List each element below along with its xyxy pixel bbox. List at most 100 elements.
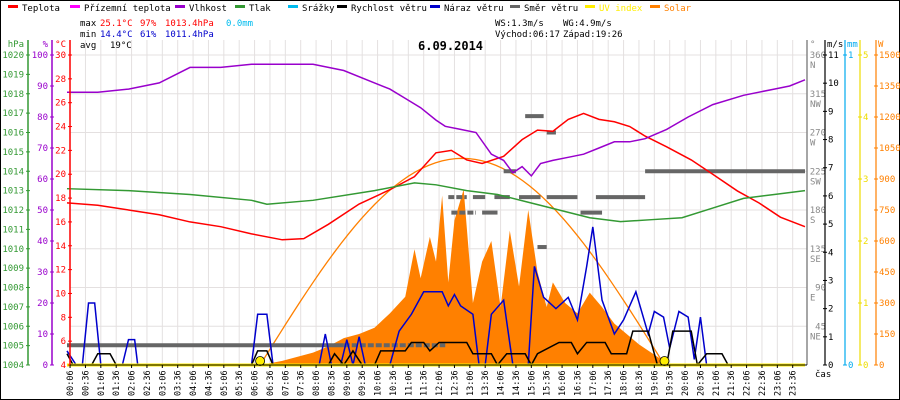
axis-tick-label-ms: 11 xyxy=(828,51,839,61)
axis-tick-label-ms: 9 xyxy=(828,107,833,117)
x-axis-tick-label: 06:36 xyxy=(266,370,276,396)
axis-tick-label-degc: 26 xyxy=(55,99,66,109)
x-axis-tick-label: 18:36 xyxy=(635,370,645,396)
axis-tick-label-hpa: 1008 xyxy=(2,284,24,294)
legend-swatch xyxy=(70,5,80,8)
x-axis-tick-label: 01:36 xyxy=(112,370,122,396)
stat-avg-temp: 19°C xyxy=(110,41,132,51)
axis-tick-label-hpa: 1009 xyxy=(2,264,24,274)
axis-title-ms: m/s xyxy=(827,40,843,50)
axis-tick-label-ms: 3 xyxy=(828,276,833,286)
axis-tick-label-hpa: 1017 xyxy=(2,109,24,119)
axis-tick-label-dir: 135 xyxy=(810,245,826,255)
stat-sunrise: Východ:06:17 xyxy=(495,30,560,40)
axis-tick-label-pct: 40 xyxy=(37,237,48,247)
stats-block: max 25.1°C 97% 1013.4hPa 0.0mm min 14.4°… xyxy=(80,19,623,51)
x-axis-tick-label: 07:36 xyxy=(297,370,307,396)
x-axis-tick-label: 13:36 xyxy=(481,370,491,396)
x-axis-tick-label: 16:06 xyxy=(558,370,568,396)
legend-item-label: Tlak xyxy=(249,4,271,14)
x-axis-tick-label: 19:06 xyxy=(650,370,660,396)
axis-tick-label-compass: SW xyxy=(810,177,821,187)
legend: Teplota Přízemní teplota Vlhkost Tlak Srážky… xyxy=(8,4,692,14)
axis-tick-label-ms: 10 xyxy=(828,79,839,89)
axis-tick-label-compass: N xyxy=(810,61,815,71)
x-axis-tick-label: 03:06 xyxy=(158,370,168,396)
x-axis-tick-label: 12:06 xyxy=(435,370,445,396)
axis-tick-label-hpa: 1013 xyxy=(2,187,24,197)
legend-swatch xyxy=(510,5,520,8)
legend-swatch xyxy=(175,5,185,8)
x-axis-tick-label: 05:06 xyxy=(220,370,230,396)
stat-max-press: 1013.4hPa xyxy=(165,19,214,29)
axis-tick-label-hpa: 1014 xyxy=(2,167,24,177)
axis-tick-label-hpa: 1012 xyxy=(2,206,24,216)
axis-tick-label-w: 150 xyxy=(879,330,895,340)
axis-tick-label-compass: NW xyxy=(810,100,821,110)
x-axis-tick-label: 20:06 xyxy=(681,370,691,396)
axis-tick-label-w: 450 xyxy=(879,268,895,278)
stat-min-label: min xyxy=(80,30,96,40)
axis-tick-label-pct: 70 xyxy=(37,144,48,154)
stat-rain: 0.0mm xyxy=(226,19,253,29)
series-line-rychlost-větru xyxy=(66,330,729,367)
x-axis-tick-label: 07:06 xyxy=(281,370,291,396)
axis-tick-label-compass: E xyxy=(810,294,815,304)
x-axis-tick-label: 17:36 xyxy=(604,370,614,396)
legend-swatch xyxy=(8,5,18,8)
axis-tick-label-ms: 4 xyxy=(828,248,833,258)
x-axis-tick-label: 10:36 xyxy=(389,370,399,396)
axis-tick-label-degc: 8 xyxy=(61,313,66,323)
x-axis-tick-label: 06:06 xyxy=(251,370,261,396)
legend-item-label: Směr větru xyxy=(524,4,578,14)
axis-tick-label-pct: 30 xyxy=(37,268,48,278)
x-axis-tick-label: 15:36 xyxy=(543,370,553,396)
x-axis-tick-label: 19:36 xyxy=(666,370,676,396)
axis-tick-label-ms: 1 xyxy=(828,333,833,343)
axis-tick-label-compass: NE xyxy=(810,332,821,342)
legend-item-label: Solar xyxy=(664,4,692,14)
x-axis-label: čas xyxy=(815,369,831,380)
axis-tick-label-pct: 80 xyxy=(37,113,48,123)
axis-tick-label-dir: 270 xyxy=(810,129,826,139)
stat-sunset: Západ:19:26 xyxy=(563,30,623,40)
axis-tick-label-pct: 10 xyxy=(37,330,48,340)
x-axis-tick-label: 08:06 xyxy=(312,370,322,396)
axis-tick-label-pct: 100 xyxy=(32,51,48,61)
axis-tick-label-hpa: 1015 xyxy=(2,148,24,158)
legend-item-label: UV index xyxy=(599,4,643,14)
axis-tick-label-w: 1350 xyxy=(879,82,900,92)
axis-title-degc: °C xyxy=(55,40,66,50)
x-axis-tick-label: 14:06 xyxy=(497,370,507,396)
solar-area xyxy=(260,189,670,365)
axis-tick-label-degc: 22 xyxy=(55,146,66,156)
axis-tick-label-uv: 2 xyxy=(863,237,868,247)
axis-tick-label-mm: 1 xyxy=(848,51,853,61)
x-axis-tick-label: 23:36 xyxy=(789,370,799,396)
axis-tick-label-uv: 0 xyxy=(863,361,868,371)
axis-tick-label-dir: 180 xyxy=(810,206,826,216)
stat-min-press: 1011.4hPa xyxy=(165,30,214,40)
axis-tick-label-w: 1200 xyxy=(879,113,900,123)
axis-title-w: W xyxy=(878,40,884,50)
axis-title-dir: ° xyxy=(810,40,815,50)
legend-item-label: Přízemní teplota xyxy=(84,4,171,14)
axis-tick-label-uv: 5 xyxy=(863,51,868,61)
stat-min-hum: 61% xyxy=(140,30,157,40)
stat-wg: WG:4.9m/s xyxy=(563,19,612,29)
axis-tick-label-compass: SE xyxy=(810,255,821,265)
axis-tick-label-pct: 90 xyxy=(37,82,48,92)
axis-tick-label-dir: 360 xyxy=(810,51,826,61)
legend-item-label: Srážky xyxy=(302,4,335,14)
axis-tick-label-uv: 3 xyxy=(863,175,868,185)
axis-tick-label-ms: 8 xyxy=(828,136,833,146)
x-axis-tick-label: 00:06 xyxy=(66,370,76,396)
axis-tick-label-degc: 10 xyxy=(55,289,66,299)
series-line-vlhkost xyxy=(67,63,806,178)
legend-item-label: Rychlost větru xyxy=(351,4,427,14)
legend-swatch xyxy=(650,5,660,8)
axis-tick-label-hpa: 1004 xyxy=(2,361,24,371)
axis-tick-label-pct: 20 xyxy=(37,299,48,309)
axis-tick-label-w: 0 xyxy=(879,361,884,371)
stat-avg-label: avg xyxy=(80,41,96,51)
